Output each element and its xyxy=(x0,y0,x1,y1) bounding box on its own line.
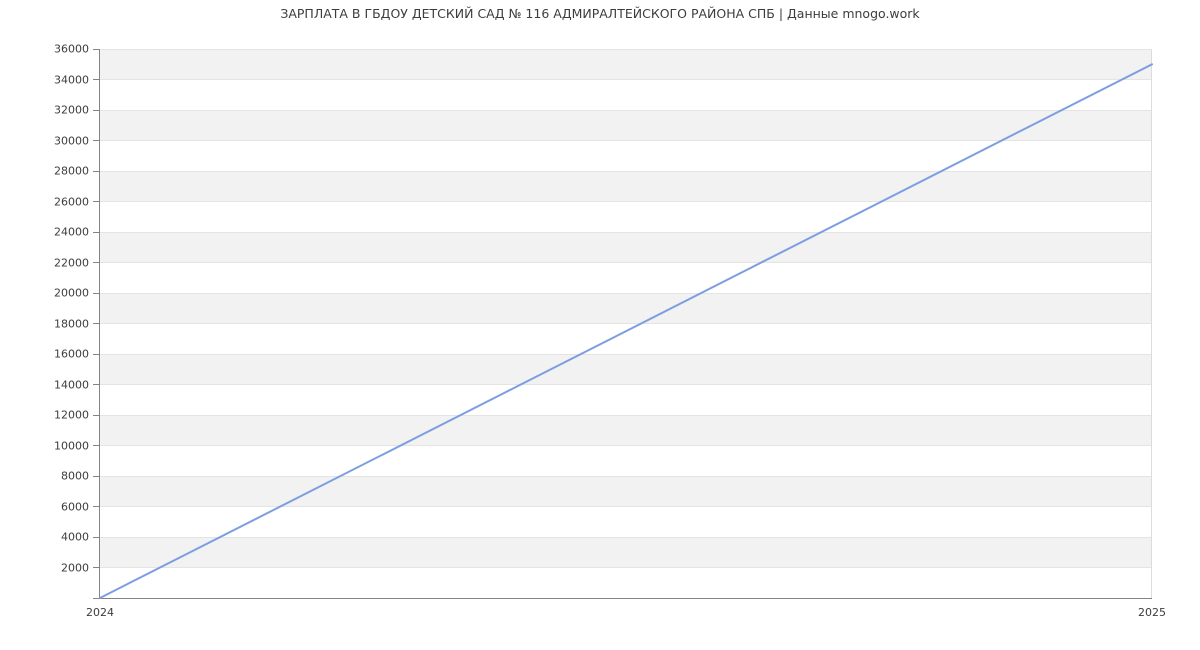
stripe-band xyxy=(100,49,1152,80)
gridline xyxy=(100,567,1152,568)
y-axis-tick xyxy=(93,597,99,599)
gridline xyxy=(100,292,1152,294)
y-axis-tick-label: 16000 xyxy=(54,347,89,361)
gridline xyxy=(100,262,1152,263)
y-axis-tick-label: 32000 xyxy=(54,103,89,117)
y-axis-tick-label: 6000 xyxy=(61,500,89,513)
x-axis-tick-label: 2024 xyxy=(86,606,114,619)
gridline xyxy=(100,414,1152,416)
y-axis-tick-label: 14000 xyxy=(54,378,89,391)
gridline xyxy=(100,384,1152,385)
y-axis-tick-label: 18000 xyxy=(54,317,89,330)
y-axis-tick xyxy=(93,79,99,80)
stripe-band xyxy=(100,354,1152,385)
gridline xyxy=(100,79,1152,80)
y-axis-tick-label: 4000 xyxy=(61,530,89,544)
y-axis-tick-label: 8000 xyxy=(61,469,89,483)
y-axis-tick xyxy=(93,353,99,355)
stripe-band xyxy=(100,232,1152,263)
gridline xyxy=(100,231,1152,233)
gridline xyxy=(100,109,1152,111)
y-axis-tick xyxy=(93,475,99,477)
y-axis-tick-label: 26000 xyxy=(54,195,89,208)
stripe-band xyxy=(100,476,1152,507)
stripe-band xyxy=(100,171,1152,202)
gridline xyxy=(100,475,1152,477)
salary-line-series xyxy=(99,63,1153,599)
y-axis-tick xyxy=(93,170,99,172)
y-axis-tick xyxy=(93,506,99,507)
y-axis-tick-label: 24000 xyxy=(54,225,89,239)
y-axis-tick-label: 12000 xyxy=(54,408,89,422)
gridline xyxy=(100,201,1152,202)
plot-area: 2000 4000 6000 8000 10000 12000 14000 16000 1800… xyxy=(54,44,1166,619)
y-axis-tick xyxy=(93,292,99,294)
y-axis-tick-label: 36000 xyxy=(54,42,89,56)
salary-line xyxy=(99,63,1153,599)
y-axis-tick xyxy=(93,48,99,50)
y-axis-tick xyxy=(93,384,99,385)
y-axis-tick xyxy=(93,445,99,446)
y-axis-tick-label: 2000 xyxy=(61,561,89,574)
y-axis-tick xyxy=(93,567,99,568)
y-axis-tick xyxy=(93,414,99,416)
y-axis-tick xyxy=(93,323,99,324)
chart-title: ЗАРПЛАТА В ГБДОУ ДЕТСКИЙ САД № 116 АДМИР… xyxy=(280,6,920,21)
gridline xyxy=(100,445,1152,446)
y-axis-tick xyxy=(93,140,99,141)
y-axis-tick-label: 30000 xyxy=(54,134,89,147)
y-axis-tick-label: 34000 xyxy=(54,73,89,86)
y-axis-tick-label: 20000 xyxy=(54,286,89,300)
gridline xyxy=(100,353,1152,355)
stripe-band xyxy=(100,537,1152,568)
gridline xyxy=(100,170,1152,172)
y-axis-tick xyxy=(93,109,99,111)
y-axis-tick xyxy=(93,262,99,263)
stripe-band xyxy=(100,293,1152,324)
y-axis-tick xyxy=(93,536,99,538)
y-axis-tick-label: 10000 xyxy=(54,439,89,452)
gridline xyxy=(100,506,1152,507)
gridline xyxy=(100,536,1152,538)
stripe-band xyxy=(100,415,1152,446)
plot-right-border xyxy=(1151,49,1152,598)
y-axis-tick-label: 28000 xyxy=(54,164,89,178)
stripe-band xyxy=(100,110,1152,141)
gridline xyxy=(100,323,1152,324)
x-axis-tick-label: 2025 xyxy=(1138,606,1166,619)
y-axis-tick xyxy=(93,231,99,233)
gridline xyxy=(100,140,1152,141)
y-axis-tick xyxy=(93,201,99,202)
y-axis-tick-label: 22000 xyxy=(54,256,89,269)
gridline xyxy=(100,48,1152,50)
